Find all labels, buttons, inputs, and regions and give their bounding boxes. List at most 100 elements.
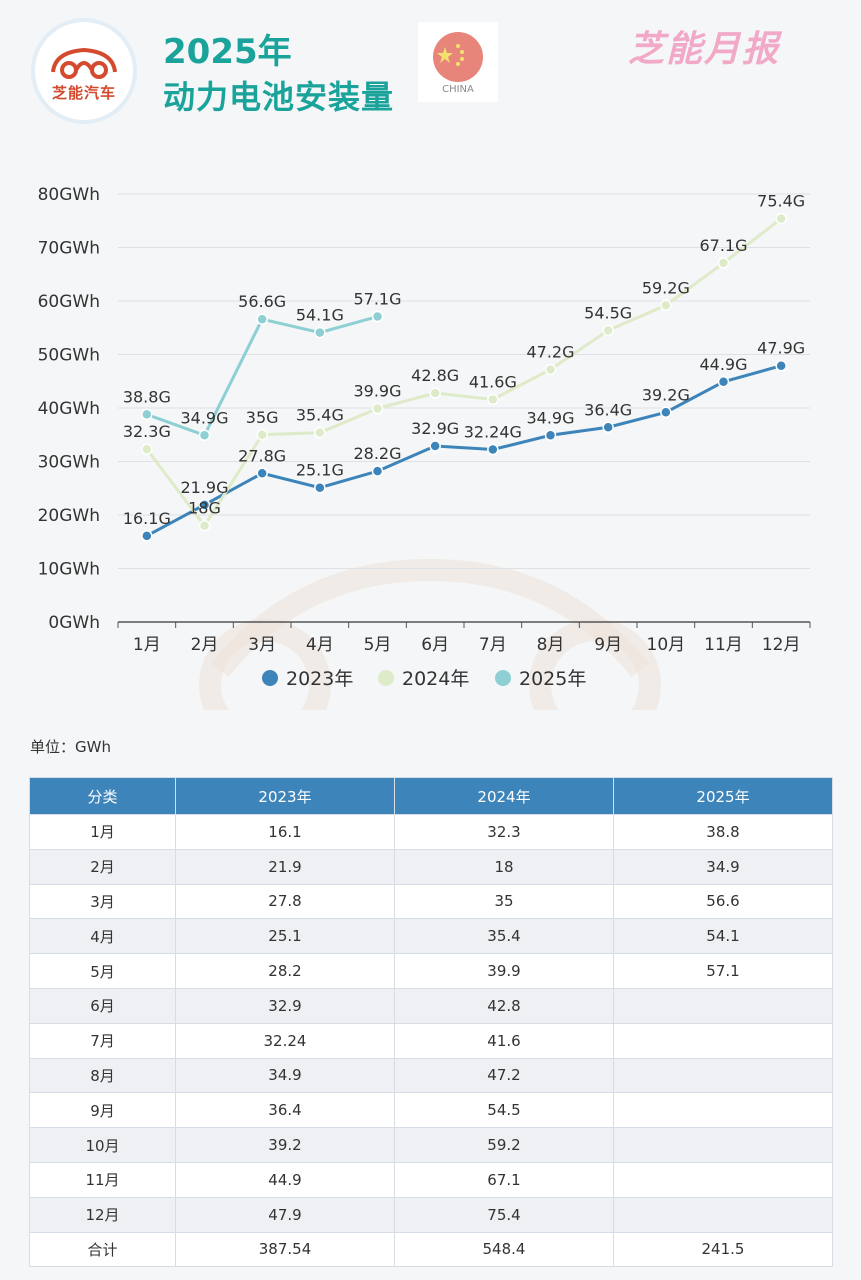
- table-cell: 9月: [29, 1092, 176, 1129]
- legend-marker: [495, 670, 511, 686]
- table-cell: 241.5: [613, 1231, 833, 1268]
- data-point: [141, 408, 153, 421]
- table-cell: 35: [394, 883, 614, 920]
- table-cell: 32.9: [175, 987, 395, 1024]
- table-cell: [613, 1057, 833, 1094]
- data-point: [487, 443, 499, 456]
- table-row: 12月 47.9 75.4: [29, 1196, 833, 1233]
- table-row: 3月 27.8 35 56.6: [29, 883, 833, 920]
- page-title: 动力电池安装量: [163, 78, 395, 116]
- data-label: 16.1G: [123, 509, 171, 528]
- data-point: [602, 421, 614, 434]
- unit-label: 单位：GWh: [30, 738, 111, 756]
- table-cell: 57.1: [613, 953, 833, 989]
- data-point: [141, 443, 153, 455]
- table-cell: 67.1: [394, 1161, 614, 1198]
- logo: 芝能汽车: [35, 22, 133, 120]
- data-label: 39.2G: [642, 385, 690, 404]
- data-label: 56.6G: [238, 292, 286, 311]
- data-point: [371, 402, 384, 415]
- data-label: 39.9G: [353, 382, 401, 401]
- table-cell: 34.9: [613, 848, 833, 885]
- x-tick-label: 4月: [306, 635, 334, 655]
- data-label: 32.24G: [464, 423, 522, 442]
- table-cell: 42.8: [394, 987, 614, 1024]
- header: 芝能汽车 2025年 动力电池安装量 CHINA 芝能月报: [0, 0, 861, 120]
- data-point: [256, 467, 268, 480]
- x-tick-label: 11月: [704, 635, 743, 655]
- line-chart: 0GWh 10GWh 20GWh 30GWh 40GWh 50GWh 60GWh 70GWh 8…: [38, 185, 811, 710]
- data-point: [717, 257, 730, 269]
- table-header: 分类: [29, 777, 176, 815]
- data-label: 28.2G: [353, 444, 401, 463]
- china-flag: CHINA: [418, 22, 498, 102]
- data-table: 分类 2023年 2024年 2025年 1月 16.1 32.3 38.8 2月 21.…: [29, 777, 833, 1268]
- y-tick-label: 10GWh: [38, 560, 100, 580]
- data-point: [198, 519, 211, 532]
- table-row: 10月 39.2 59.2: [29, 1127, 833, 1163]
- table-row: 9月 36.4 54.5: [29, 1092, 833, 1129]
- data-point: [314, 326, 326, 339]
- data-point: [544, 363, 557, 376]
- logo-text: 芝能汽车: [51, 84, 116, 102]
- car-logo-icon: [51, 47, 117, 79]
- y-tick-label: 40GWh: [38, 399, 100, 419]
- table-header: 2023年: [175, 777, 395, 815]
- data-label: 41.6G: [469, 372, 517, 391]
- table-row: 1月 16.1 32.3 38.8: [29, 814, 833, 850]
- data-label: 47.9G: [757, 339, 805, 358]
- data-point: [256, 429, 268, 441]
- table-cell: [613, 1092, 833, 1129]
- table-cell: 54.1: [613, 918, 833, 955]
- y-tick-label: 30GWh: [38, 453, 100, 473]
- data-label: 54.1G: [296, 306, 344, 325]
- table-row: 11月 44.9 67.1: [29, 1161, 833, 1198]
- data-label: 35.4G: [296, 406, 344, 425]
- y-tick-label: 60GWh: [38, 292, 100, 312]
- table-cell: 38.8: [613, 814, 833, 850]
- data-label: 34.9G: [526, 408, 574, 427]
- x-tick-label: 1月: [133, 635, 161, 655]
- data-label: 75.4G: [757, 192, 805, 211]
- table-cell: 32.24: [175, 1022, 395, 1059]
- data-point: [429, 387, 441, 399]
- data-point: [775, 359, 787, 372]
- table-cell: 10月: [29, 1127, 176, 1163]
- y-tick-label: 80GWh: [38, 185, 100, 205]
- table-cell: 8月: [29, 1057, 176, 1094]
- watermark-logo: [199, 558, 661, 710]
- table-cell: 合计: [29, 1231, 176, 1268]
- x-tick-label: 3月: [248, 635, 276, 655]
- table-header: 2025年: [613, 777, 833, 815]
- data-label: 67.1G: [699, 236, 747, 255]
- table-row: 7月 32.24 41.6: [29, 1022, 833, 1059]
- data-point: [660, 406, 672, 419]
- data-point: [256, 313, 268, 325]
- table-cell: 41.6: [394, 1022, 614, 1059]
- data-label: 38.8G: [123, 387, 171, 406]
- table-cell: 548.4: [394, 1231, 614, 1268]
- data-label: 32.3G: [123, 422, 171, 441]
- table-cell: [613, 1161, 833, 1198]
- legend-label: 2024年: [402, 668, 469, 690]
- data-point: [371, 465, 384, 477]
- legend-label: 2025年: [519, 668, 586, 690]
- x-tick-label: 7月: [479, 635, 507, 655]
- table-cell: 47.2: [394, 1057, 614, 1094]
- table-cell: 75.4: [394, 1196, 614, 1233]
- table-cell: 36.4: [175, 1092, 395, 1129]
- table-cell: 56.6: [613, 883, 833, 920]
- table-cell: 28.2: [175, 953, 395, 989]
- data-point: [141, 530, 153, 542]
- y-tick-label: 50GWh: [38, 346, 100, 366]
- table-cell: 39.2: [175, 1127, 395, 1163]
- x-tick-label: 6月: [421, 635, 449, 655]
- data-point: [775, 212, 787, 225]
- table-cell: [613, 1127, 833, 1163]
- x-tick-label: 12月: [762, 635, 801, 655]
- table-cell: [613, 1022, 833, 1059]
- table-cell: 35.4: [394, 918, 614, 955]
- series-line: [145, 217, 783, 529]
- data-label: 59.2G: [642, 278, 690, 297]
- table-cell: 1月: [29, 814, 176, 850]
